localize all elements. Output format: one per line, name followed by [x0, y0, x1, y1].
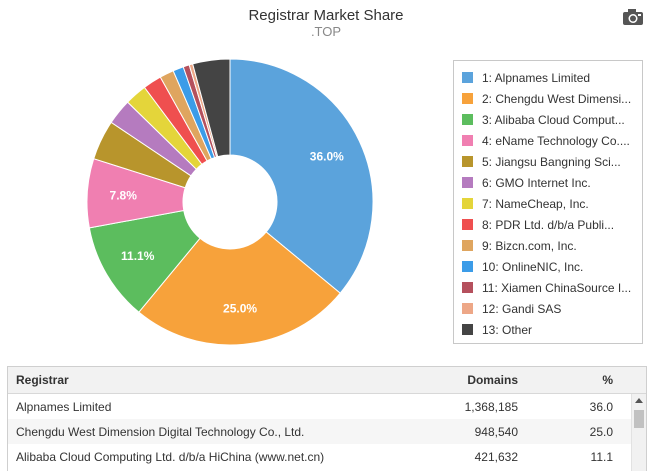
legend-swatch [462, 282, 473, 293]
legend-item[interactable]: 10: OnlineNIC, Inc. [462, 256, 642, 277]
legend-item[interactable]: 13: Other [462, 319, 642, 340]
legend-swatch [462, 135, 473, 146]
scroll-up-arrow-icon[interactable] [635, 398, 643, 403]
cell-registrar: Chengdu West Dimension Digital Technolog… [16, 424, 305, 439]
legend-label: 6: GMO Internet Inc. [482, 175, 591, 190]
legend-label: 12: Gandi SAS [482, 301, 562, 316]
legend-item[interactable]: 4: eName Technology Co.... [462, 130, 642, 151]
table-header-row: Registrar Domains % [8, 367, 646, 394]
legend-swatch [462, 93, 473, 104]
legend-swatch [462, 324, 473, 335]
cell-domains: 421,632 [474, 449, 518, 464]
cell-registrar: Alibaba Cloud Computing Ltd. d/b/a HiChi… [16, 449, 325, 464]
table-scrollbar[interactable] [631, 394, 646, 471]
legend-label: 13: Other [482, 322, 533, 337]
legend-swatch [462, 156, 473, 167]
legend-item[interactable]: 6: GMO Internet Inc. [462, 172, 642, 193]
table-row: Chengdu West Dimension Digital Technolog… [8, 419, 646, 444]
legend-swatch [462, 240, 473, 251]
slice-data-label: 7.8% [110, 188, 138, 202]
header-domains[interactable]: Domains [467, 373, 518, 387]
camera-icon[interactable] [622, 8, 644, 26]
legend-label: 7: NameCheap, Inc. [482, 196, 589, 211]
slice-data-label: 25.0% [223, 302, 257, 316]
legend-item[interactable]: 2: Chengdu West Dimensi... [462, 88, 642, 109]
chart-legend: 1: Alpnames Limited 2: Chengdu West Dimen… [453, 60, 643, 344]
legend-swatch [462, 219, 473, 230]
cell-percent: 11.1 [590, 449, 613, 464]
chart-subtitle: .TOP [310, 24, 342, 39]
slice-data-label: 36.0% [310, 149, 344, 163]
cell-domains: 948,540 [474, 424, 518, 439]
legend-swatch [462, 177, 473, 188]
pie-slice-13[interactable] [192, 58, 231, 158]
chart-title: Registrar Market Share [248, 7, 404, 24]
legend-swatch [462, 303, 473, 314]
pie-slice-3[interactable] [88, 209, 201, 313]
cell-registrar: Alpnames Limited [16, 399, 112, 414]
legend-item[interactable]: 8: PDR Ltd. d/b/a Publi... [462, 214, 642, 235]
legend-item[interactable]: 12: Gandi SAS [462, 298, 642, 319]
legend-label: 4: eName Technology Co.... [482, 133, 630, 148]
legend-item[interactable]: 9: Bizcn.com, Inc. [462, 235, 642, 256]
table-row: Alibaba Cloud Computing Ltd. d/b/a HiChi… [8, 444, 646, 469]
header-percent[interactable]: % [602, 373, 613, 387]
legend-item[interactable]: 3: Alibaba Cloud Comput... [462, 109, 642, 130]
pie-slice-1[interactable] [229, 58, 374, 294]
legend-label: 9: Bizcn.com, Inc. [482, 238, 577, 253]
cell-percent: 36.0 [589, 399, 613, 414]
cell-percent: 25.0 [589, 424, 613, 439]
table-row: Alpnames Limited 1,368,185 36.0 [8, 394, 646, 419]
cell-domains: 1,368,185 [464, 399, 518, 414]
legend-item[interactable]: 11: Xiamen ChinaSource I... [462, 277, 642, 298]
legend-label: 5: Jiangsu Bangning Sci... [482, 154, 621, 169]
legend-label: 8: PDR Ltd. d/b/a Publi... [482, 217, 615, 232]
legend-swatch [462, 114, 473, 125]
legend-label: 2: Chengdu West Dimensi... [482, 91, 632, 106]
legend-item[interactable]: 7: NameCheap, Inc. [462, 193, 642, 214]
legend-swatch [462, 198, 473, 209]
legend-label: 1: Alpnames Limited [482, 70, 591, 85]
legend-label: 11: Xiamen ChinaSource I... [482, 280, 632, 295]
pie-slice-2[interactable] [138, 231, 341, 346]
registrar-table: Registrar Domains % Alpnames Limited 1,3… [7, 366, 647, 471]
scroll-thumb[interactable] [634, 410, 644, 428]
legend-swatch [462, 261, 473, 272]
header-registrar[interactable]: Registrar [16, 373, 69, 387]
legend-swatch [462, 72, 473, 83]
legend-item[interactable]: 5: Jiangsu Bangning Sci... [462, 151, 642, 172]
legend-item[interactable]: 1: Alpnames Limited [462, 67, 642, 88]
slice-data-label: 11.1% [121, 249, 155, 263]
donut-chart: 36.0% 25.0% 11.1% 7.8% [86, 58, 374, 346]
legend-label: 10: OnlineNIC, Inc. [482, 259, 584, 274]
legend-label: 3: Alibaba Cloud Comput... [482, 112, 625, 127]
